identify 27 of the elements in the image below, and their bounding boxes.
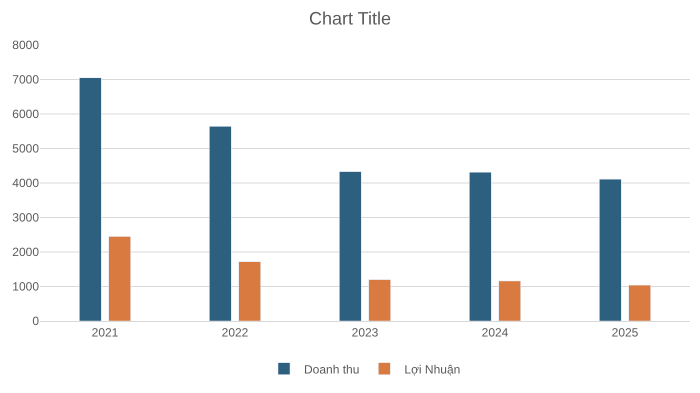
y-tick-label: 8000 xyxy=(12,38,40,52)
bar xyxy=(368,279,391,321)
bar xyxy=(599,178,622,321)
y-tick-label: 4000 xyxy=(12,176,40,190)
bar xyxy=(498,280,521,321)
y-tick-label: 1000 xyxy=(12,280,40,294)
y-tick-label: 7000 xyxy=(12,72,40,87)
bar xyxy=(209,126,232,321)
bar xyxy=(238,261,261,321)
x-tick-label: 2021 xyxy=(92,325,119,340)
x-tick-label: 2025 xyxy=(612,325,639,340)
legend-label: Doanh thu xyxy=(304,362,360,376)
legend-label: Lợi Nhuận xyxy=(404,362,460,376)
x-tick-label: 2024 xyxy=(482,325,509,340)
y-tick-label: 2000 xyxy=(12,245,40,260)
y-tick-label: 0 xyxy=(32,314,40,328)
y-tick-label: 6000 xyxy=(12,107,40,122)
bar xyxy=(108,236,131,321)
y-tick-label: 3000 xyxy=(12,210,40,225)
x-tick-label: 2022 xyxy=(222,325,249,340)
chart-title: Chart Title xyxy=(308,8,392,28)
bar xyxy=(469,172,492,321)
bar xyxy=(628,284,651,321)
y-tick-label: 5000 xyxy=(12,142,40,156)
bar xyxy=(339,171,362,321)
x-tick-label: 2023 xyxy=(352,325,379,340)
bar xyxy=(79,78,102,321)
